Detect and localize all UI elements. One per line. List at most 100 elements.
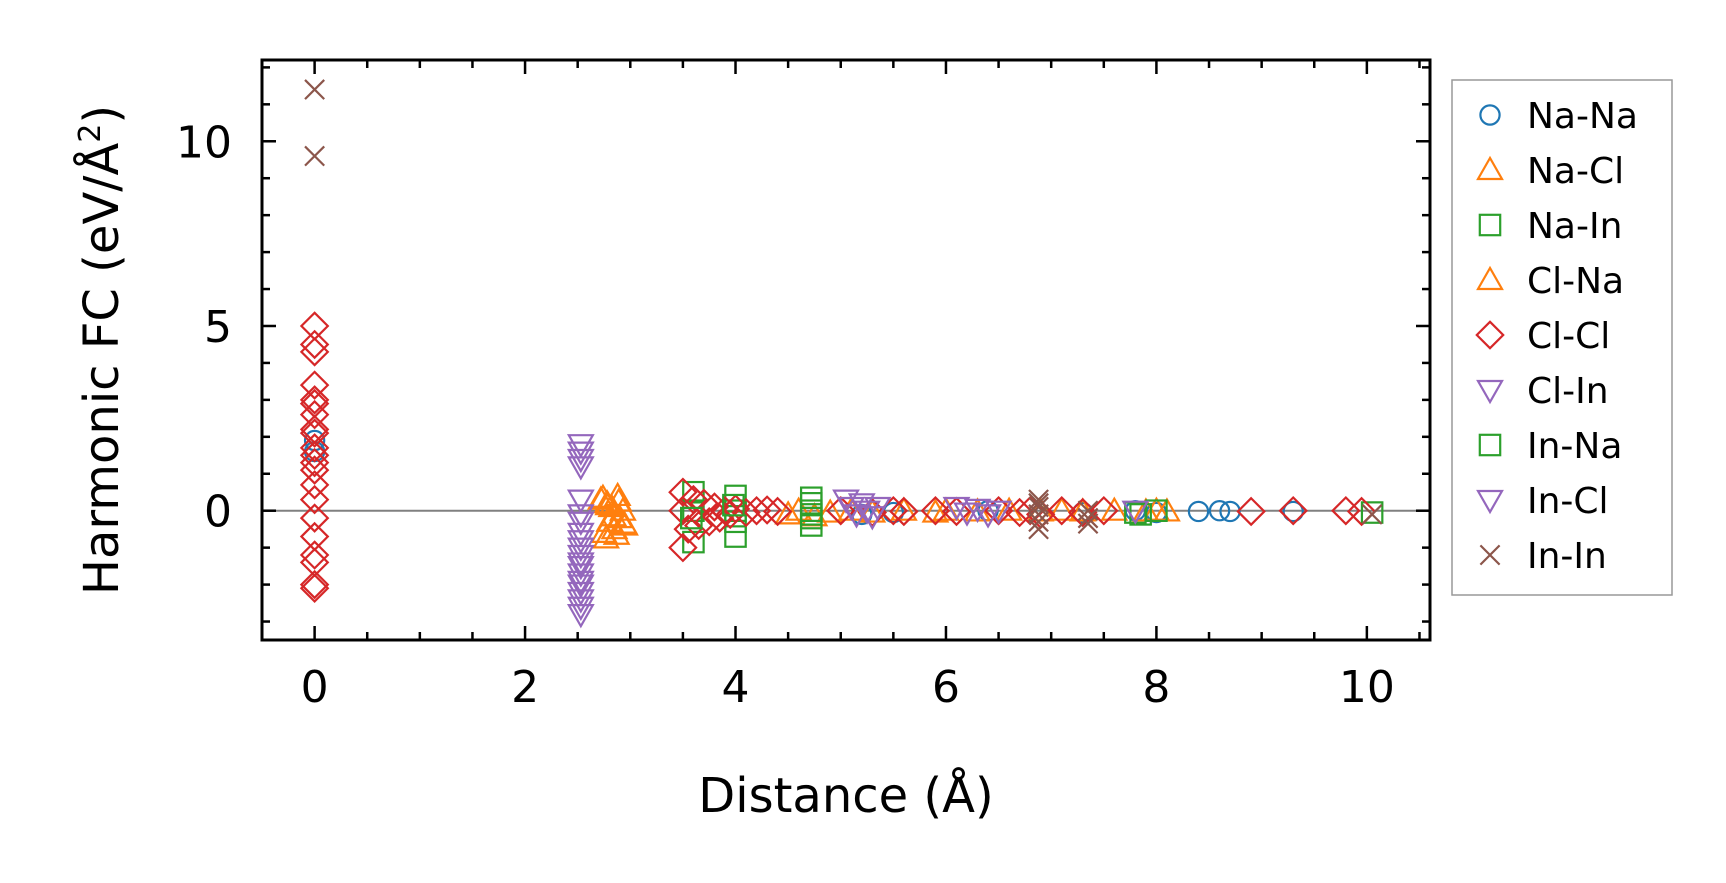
point-in-cl	[963, 498, 992, 524]
y-axis-label: Harmonic FC (eV/Å2)	[73, 105, 130, 595]
point-cl-cl	[752, 495, 782, 525]
x-tick-label: 6	[932, 662, 960, 713]
point-na-cl	[816, 498, 845, 523]
point-cl-in	[566, 489, 595, 514]
point-na-in	[1360, 501, 1384, 524]
legend-entry: Cl-In	[1476, 371, 1609, 412]
legend-marker-na-in	[1478, 213, 1502, 237]
legend-marker-na-na	[1479, 104, 1501, 126]
point-in-in	[1028, 489, 1049, 510]
point-cl-cl	[299, 385, 330, 415]
legend-entry: Na-Cl	[1476, 151, 1624, 192]
point-cl-cl	[299, 540, 330, 570]
point-cl-in	[566, 522, 595, 548]
point-cl-cl	[299, 311, 330, 341]
data-marks	[299, 79, 1384, 629]
point-cl-cl	[1004, 497, 1035, 528]
legend-marker-cl-na	[1476, 265, 1504, 291]
point-in-in	[1028, 496, 1049, 518]
point-cl-cl	[299, 418, 330, 448]
plot-frame	[260, 58, 1432, 642]
legend-label: In-Na	[1527, 426, 1622, 467]
point-cl-cl	[678, 484, 709, 515]
point-cl-cl	[1278, 495, 1308, 526]
legend-label: Na-Na	[1527, 96, 1638, 137]
point-cl-in	[566, 581, 595, 607]
x-tick-label: 4	[722, 662, 750, 713]
point-cl-in	[566, 504, 595, 529]
point-na-cl	[784, 496, 813, 521]
series-cl-na	[589, 483, 638, 549]
point-cl-cl	[941, 496, 972, 527]
point-cl-in	[566, 596, 595, 621]
point-cl-cl	[920, 495, 951, 526]
x-tick-label: 0	[301, 662, 329, 713]
point-cl-in	[566, 537, 595, 562]
point-cl-cl	[1046, 495, 1077, 526]
point-in-na	[799, 503, 823, 526]
axes	[260, 58, 1432, 642]
point-na-in	[799, 486, 823, 510]
point-na-cl	[1100, 496, 1129, 521]
point-in-cl	[984, 500, 1013, 525]
point-in-na	[680, 506, 703, 530]
point-na-cl	[921, 498, 950, 523]
y-axis-label-superscript: 2	[73, 124, 108, 143]
y-axis-label-close: )	[74, 105, 130, 124]
series-cl-cl	[299, 311, 1377, 604]
legend-label: Cl-Na	[1527, 261, 1624, 302]
legend-entry: Cl-Na	[1476, 261, 1624, 302]
legend-entry: In-In	[1479, 536, 1607, 577]
point-cl-cl	[741, 495, 772, 526]
legend: Na-Na Na-Cl Na-In Cl-Na Cl-Cl Cl-In In-Na In-Cl…	[1451, 79, 1673, 596]
axis-labels: Distance (Å) Harmonic FC (eV/Å2)	[73, 105, 994, 824]
point-cl-in	[566, 604, 595, 629]
legend-label: Cl-Cl	[1527, 316, 1610, 357]
point-cl-cl	[299, 521, 330, 552]
point-cl-in	[566, 556, 595, 581]
legend-marker-cl-cl	[1475, 320, 1505, 350]
point-cl-in	[566, 530, 595, 555]
legend-marker-in-in	[1479, 544, 1501, 566]
legend-entry: Na-In	[1478, 206, 1622, 247]
point-cl-in	[566, 441, 595, 466]
point-in-in	[1077, 507, 1099, 529]
point-in-in	[1077, 513, 1099, 535]
legend-marker-cl-in	[1476, 379, 1504, 405]
point-cl-cl	[1089, 495, 1119, 526]
legend-marker-in-na	[1478, 433, 1502, 457]
point-na-na	[1282, 500, 1304, 523]
point-na-in	[724, 525, 747, 548]
point-na-in	[1145, 499, 1168, 523]
point-in-cl	[863, 496, 892, 522]
point-in-cl	[1121, 500, 1150, 525]
x-axis-label: Distance (Å)	[698, 767, 993, 824]
point-na-cl	[995, 496, 1023, 521]
point-in-na	[722, 493, 745, 517]
point-cl-cl	[299, 440, 330, 471]
x-tick-label: 2	[511, 662, 539, 713]
x-tick-label: 8	[1142, 662, 1170, 713]
point-cl-na	[592, 524, 620, 549]
point-in-in	[1028, 518, 1049, 540]
point-cl-cl	[299, 329, 330, 360]
point-cl-cl	[1346, 496, 1377, 527]
point-cl-cl	[299, 447, 330, 478]
point-cl-cl	[299, 337, 330, 367]
point-cl-in	[566, 434, 595, 459]
point-cl-cl	[299, 470, 330, 500]
point-in-in	[1028, 511, 1049, 533]
point-cl-in	[566, 456, 595, 481]
point-cl-cl	[299, 399, 330, 430]
y-tick-label: 10	[176, 117, 232, 168]
point-na-cl	[889, 496, 918, 521]
legend-entry: Na-Na	[1479, 96, 1638, 137]
legend-entry: Cl-Cl	[1475, 316, 1610, 357]
point-cl-in	[566, 448, 595, 474]
point-in-in	[1028, 492, 1049, 514]
point-cl-cl	[299, 573, 330, 604]
point-cl-cl	[889, 496, 919, 527]
point-cl-na	[604, 487, 633, 512]
point-in-in	[1028, 504, 1049, 525]
